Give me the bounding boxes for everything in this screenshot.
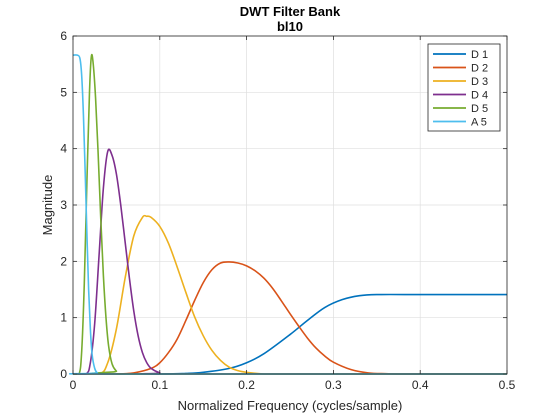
legend-entry: D 3	[471, 76, 488, 88]
x-tick-label: 0.1	[151, 378, 168, 392]
y-tick-label: 5	[60, 85, 67, 99]
legend-entry: D 4	[471, 90, 488, 102]
y-axis-label: Magnitude	[40, 175, 55, 236]
y-tick-label: 3	[60, 198, 67, 212]
series-line-d-5	[72, 53, 508, 375]
y-tick-label: 4	[60, 142, 67, 156]
x-tick-label: 0	[70, 378, 77, 392]
x-tick-label: 0.4	[412, 378, 429, 392]
y-tick-label: 2	[60, 254, 67, 268]
legend-entry: D 2	[471, 63, 488, 75]
legend-box	[427, 43, 501, 132]
series-line-d-2	[72, 261, 508, 375]
y-tick-label: 6	[60, 29, 67, 43]
x-tick-label: 0.2	[238, 378, 255, 392]
x-axis-label: Normalized Frequency (cycles/sample)	[178, 398, 403, 413]
chart-title: DWT Filter Bank	[240, 4, 341, 19]
y-tick-label: 0	[60, 367, 67, 381]
y-tick-label: 1	[60, 311, 67, 325]
legend: D 1 D 2D 3 D 4D 5 A 5	[427, 43, 501, 132]
chart-subtitle: bl10	[277, 19, 303, 34]
x-ticks: 0 0.1 0.2 0.3 0.4 0.5	[70, 36, 516, 392]
legend-entry: D 1	[471, 49, 488, 61]
x-tick-label: 0.5	[499, 378, 516, 392]
legend-entry: A 5	[471, 117, 487, 129]
legend-entry: D 5	[471, 103, 488, 115]
y-ticks: 0 1 2 3 4 5 6	[60, 29, 507, 381]
x-tick-label: 0.3	[325, 378, 342, 392]
grid	[72, 35, 508, 375]
